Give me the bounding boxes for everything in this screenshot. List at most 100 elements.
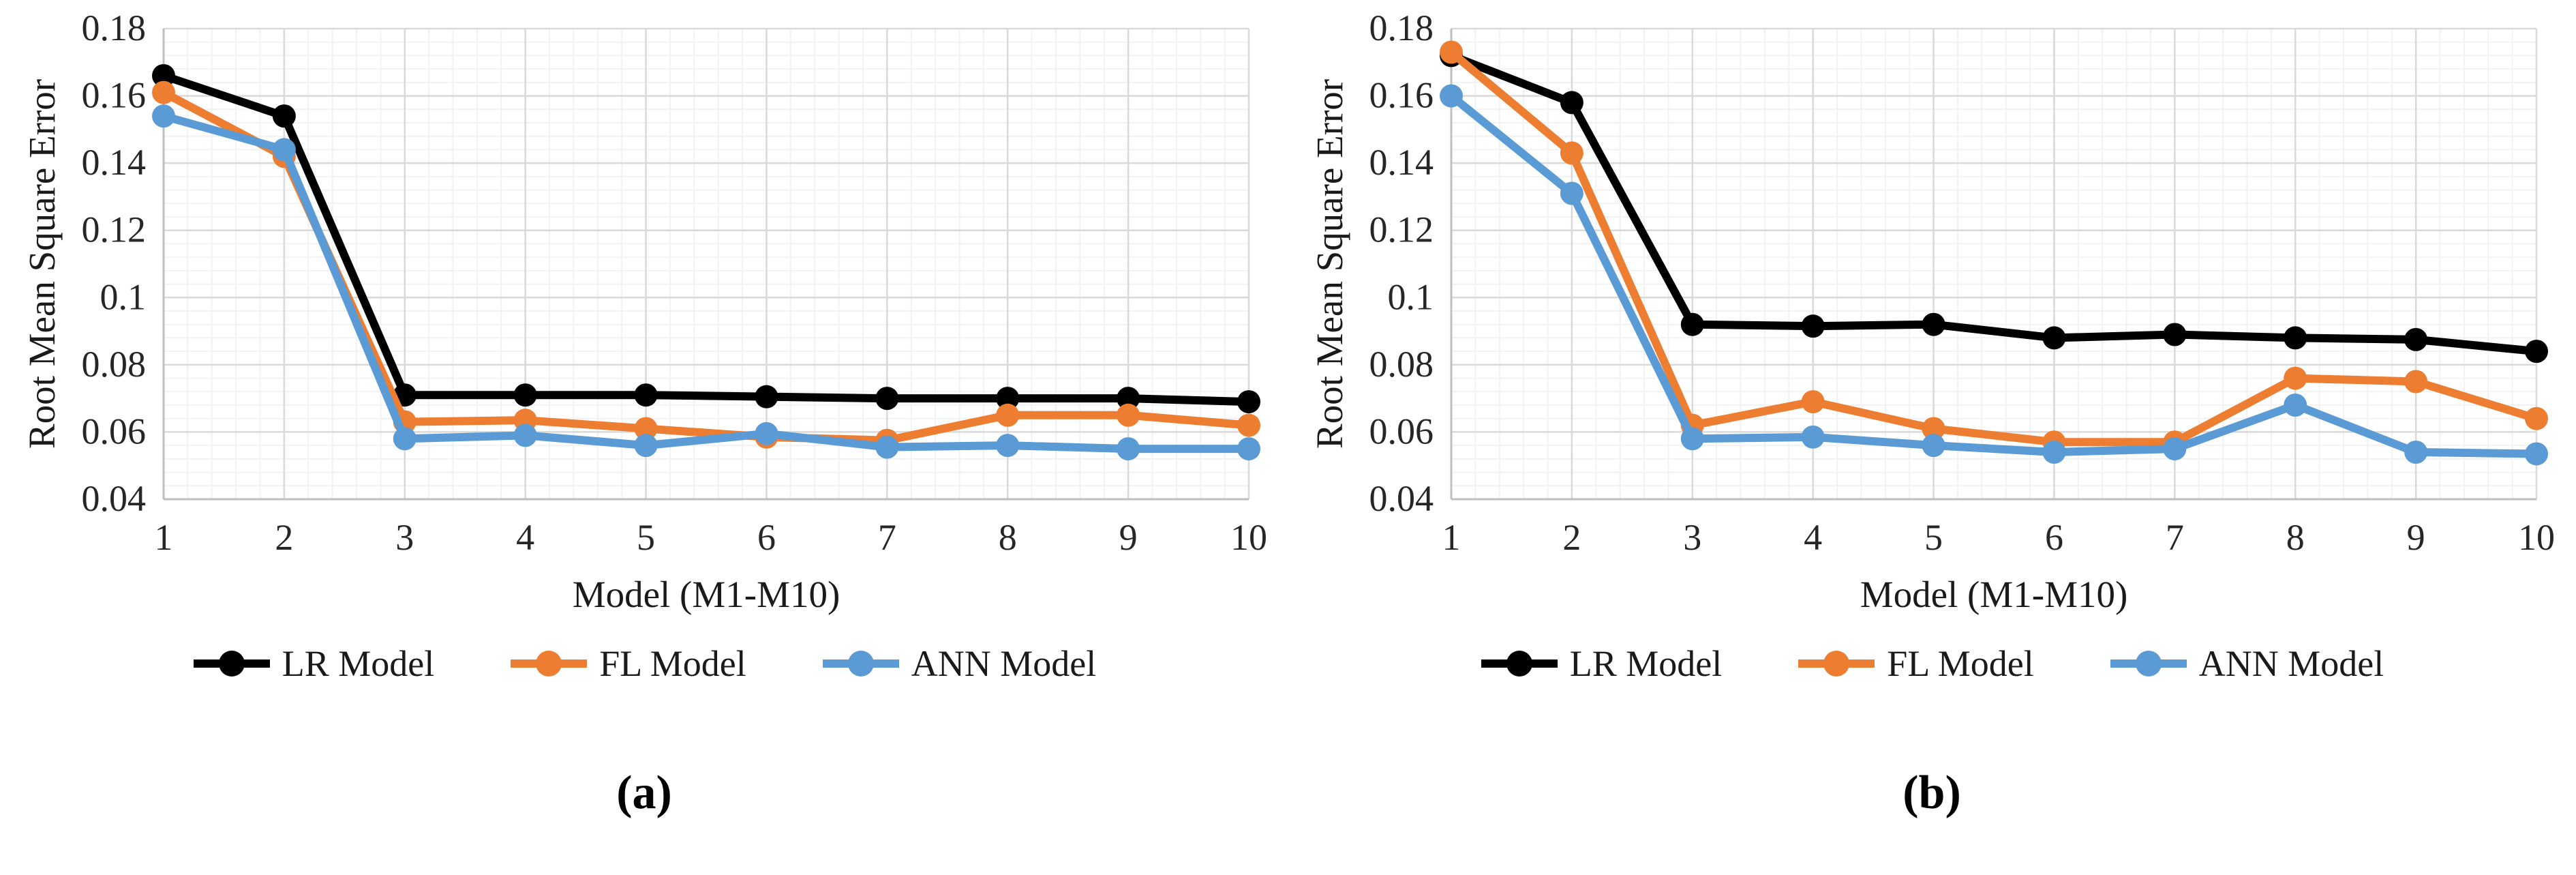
caption-b: (b) [1903, 767, 1961, 819]
series-line-ann-model [160, 112, 1253, 454]
data-point-marker [1922, 312, 1945, 336]
data-point-marker [875, 435, 899, 459]
data-point-marker [513, 424, 537, 447]
legend-marker [2135, 651, 2162, 677]
legend-item-fl-model: FL Model [509, 642, 746, 685]
x-tick-label: 1 [155, 517, 173, 558]
data-point-marker [1117, 387, 1140, 411]
series-line-fl-model [1447, 48, 2541, 447]
data-point-marker [634, 434, 658, 458]
y-tick-label: 0.18 [1369, 8, 1434, 48]
series-line-lr-model [160, 72, 1253, 406]
y-tick-label: 0.16 [82, 75, 147, 116]
legend-item-fl-model: FL Model [1797, 642, 2034, 685]
legend-swatch-fl-model-icon [511, 651, 588, 677]
data-point-marker [1680, 427, 1704, 451]
caption-a: (a) [616, 767, 672, 819]
data-point-marker [272, 138, 296, 162]
rmse-line-chart-a: 0.04 0.06 0.08 0.1 0.12 0.14 0.16 0.18 1 2 3 4 5 6 7 8 9… [21, 8, 1267, 615]
data-point-marker [2404, 441, 2428, 464]
legend-swatch-ann-model-icon [822, 651, 899, 677]
data-point-marker [1237, 390, 1260, 414]
data-point-marker [2042, 441, 2066, 464]
x-tick-label: 2 [275, 517, 293, 558]
data-point-marker [2525, 340, 2548, 364]
x-tick-label: 8 [2286, 517, 2305, 558]
data-point-marker [152, 80, 175, 104]
x-tick-label: 5 [637, 517, 655, 558]
series-line-lr-model [1447, 51, 2541, 356]
data-point-marker [2284, 394, 2307, 417]
legend-swatch-ann-model-icon [2110, 651, 2187, 677]
x-tick-label: 2 [1562, 517, 1581, 558]
legend-label: FL Model [599, 643, 746, 684]
legend-item-ann-model: ANN Model [821, 642, 1096, 685]
y-tick-label: 0.14 [82, 142, 147, 183]
x-tick-label: 7 [2166, 517, 2184, 558]
legend-marker [847, 651, 874, 677]
x-tick-label: 4 [1804, 517, 1822, 558]
data-point-marker [2525, 442, 2548, 466]
legend-label: LR Model [1569, 643, 1723, 684]
legend-marker [1823, 651, 1850, 677]
legend-marker [218, 651, 245, 677]
chart-panel-b: 0.04 0.06 0.08 0.1 0.12 0.14 0.16 0.18 1 2 3 4 5 6 7 8 9… [1288, 0, 2576, 820]
data-point-marker [1237, 413, 1260, 437]
x-tick-label: 8 [999, 517, 1017, 558]
y-tick-label: 0.04 [1369, 478, 1434, 519]
legend-item-lr-model: LR Model [192, 642, 435, 685]
x-tick-label: 3 [395, 517, 414, 558]
data-point-marker [1440, 84, 1463, 108]
data-point-marker [1680, 312, 1704, 336]
rmse-line-chart-b: 0.04 0.06 0.08 0.1 0.12 0.14 0.16 0.18 1 2 3 4 5 6 7 8 9… [1309, 8, 2555, 615]
x-tick-label: 3 [1683, 517, 1701, 558]
data-point-marker [2525, 406, 2548, 430]
data-point-marker [1237, 437, 1260, 461]
data-point-marker [996, 387, 1020, 411]
data-point-marker [152, 104, 175, 128]
x-tick-label: 6 [2045, 517, 2063, 558]
x-tick-label: 9 [1119, 517, 1138, 558]
series-line-ann-model [1447, 91, 2541, 458]
y-tick-label: 0.14 [1369, 142, 1434, 183]
legend-item-ann-model: ANN Model [2109, 642, 2384, 685]
legend-label: FL Model [1887, 643, 2034, 684]
data-point-marker [1801, 425, 1825, 449]
data-point-marker [996, 434, 1020, 458]
legend-item-lr-model: LR Model [1480, 642, 1723, 685]
data-point-marker [1560, 91, 1584, 115]
y-tick-label: 0.18 [82, 8, 147, 48]
data-point-marker [1117, 437, 1140, 461]
data-point-marker [1801, 314, 1825, 338]
data-point-marker [875, 387, 899, 411]
y-tick-label: 0.06 [1369, 411, 1434, 451]
data-point-marker [2404, 370, 2428, 394]
legend-marker [1506, 651, 1532, 677]
legend-swatch-fl-model-icon [1798, 651, 1875, 677]
data-point-marker [1560, 181, 1584, 205]
legend-a: LR Model FL Model ANN Model [192, 642, 1096, 685]
y-tick-label: 0.1 [1388, 276, 1434, 317]
x-tick-label: 6 [757, 517, 776, 558]
data-point-marker [2284, 326, 2307, 350]
x-tick-label: 1 [1442, 517, 1461, 558]
x-axis-title: Model (M1-M10) [573, 574, 840, 615]
data-point-marker [1440, 40, 1463, 64]
data-point-marker [755, 421, 778, 445]
y-tick-label: 0.06 [82, 411, 147, 451]
x-tick-label: 4 [516, 517, 534, 558]
x-tick-label: 9 [2407, 517, 2425, 558]
legend-swatch-lr-model-icon [1481, 651, 1558, 677]
x-axis-title: Model (M1-M10) [1860, 574, 2128, 615]
y-tick-label: 0.12 [1369, 209, 1434, 250]
x-tick-label: 7 [878, 517, 896, 558]
y-tick-label: 0.04 [82, 478, 147, 519]
legend-b: LR Model FL Model ANN Model [1480, 642, 2384, 685]
legend-swatch-lr-model-icon [193, 651, 270, 677]
legend-label: LR Model [282, 643, 435, 684]
data-point-marker [2042, 326, 2066, 350]
x-tick-label: 10 [1230, 517, 1267, 558]
x-tick-label: 5 [1924, 517, 1943, 558]
data-point-marker [996, 403, 1020, 427]
y-axis-title: Root Mean Square Error [21, 79, 63, 449]
